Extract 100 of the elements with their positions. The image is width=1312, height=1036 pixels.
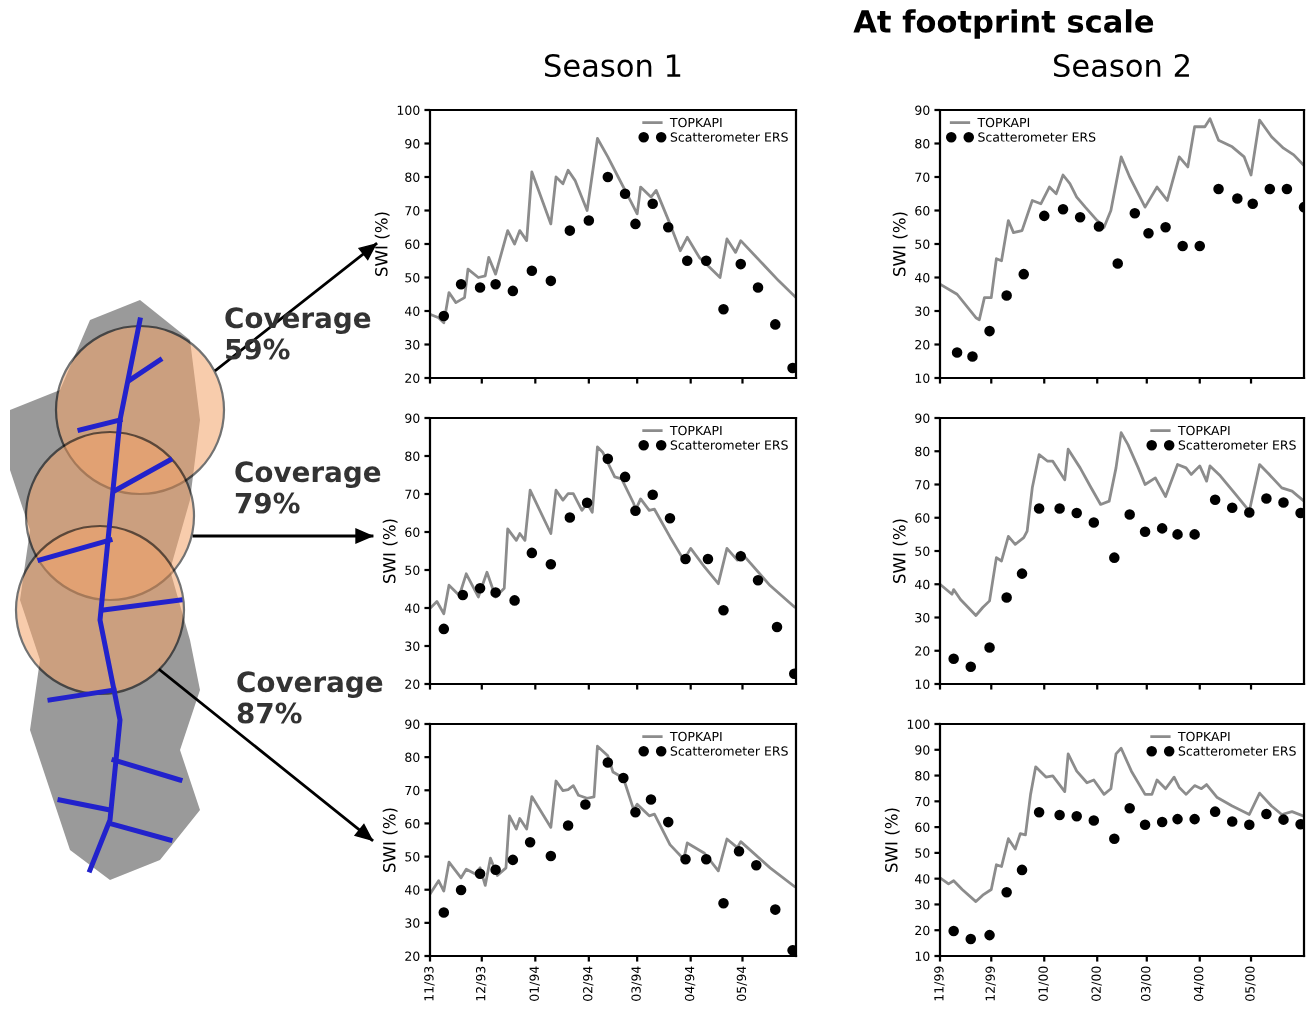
point: [490, 587, 501, 598]
point: [700, 853, 712, 865]
point: [1001, 592, 1012, 603]
point: [1209, 806, 1221, 817]
point: [526, 265, 538, 277]
point: [455, 278, 467, 290]
point: [1001, 290, 1012, 301]
point: [630, 806, 641, 818]
point: [700, 255, 712, 267]
point: [545, 850, 557, 862]
point: [1054, 809, 1065, 821]
point: [770, 904, 781, 915]
point: [1109, 552, 1120, 563]
point: [1278, 497, 1289, 508]
point: [718, 605, 729, 616]
point: [967, 351, 978, 362]
point: [948, 925, 959, 937]
point: [1156, 816, 1168, 828]
point: [474, 582, 486, 594]
point: [602, 453, 614, 464]
point: [564, 225, 576, 236]
point: [1232, 193, 1243, 204]
chart-title: Season 1: [544, 53, 681, 78]
chart-title: Season 2: [1053, 53, 1189, 78]
point: [771, 621, 783, 633]
point: [509, 595, 520, 606]
point: [645, 794, 657, 805]
point: [524, 837, 536, 848]
point: [1295, 507, 1304, 519]
point: [1281, 183, 1293, 195]
point: [457, 589, 469, 601]
point: [490, 864, 501, 876]
point: [1016, 864, 1028, 876]
point: [733, 845, 745, 857]
text: At footprint scale: [853, 9, 1154, 39]
point: [662, 816, 674, 828]
point: [1033, 806, 1045, 818]
point: [1016, 568, 1028, 579]
point: [1033, 503, 1045, 514]
point: [664, 513, 676, 524]
point: [564, 512, 576, 523]
point: [455, 884, 467, 896]
point: [1124, 803, 1135, 814]
point: [1189, 529, 1200, 540]
point: [630, 505, 641, 516]
point: [580, 799, 591, 810]
point: [965, 933, 977, 945]
point: [1189, 813, 1200, 825]
point: [770, 319, 781, 330]
point: [647, 489, 658, 501]
point: [602, 757, 614, 768]
point: [602, 171, 614, 183]
line-series: [940, 117, 1304, 322]
point: [680, 853, 691, 865]
point: [1038, 210, 1050, 222]
point: [545, 275, 557, 287]
point: [1139, 819, 1151, 831]
point: [438, 907, 450, 918]
point: [1139, 526, 1151, 537]
point: [1071, 811, 1082, 822]
point: [1071, 507, 1082, 519]
point: [752, 282, 764, 293]
point: [1143, 228, 1154, 239]
point: [474, 868, 486, 880]
point: [1172, 813, 1183, 825]
text: Coverage 79%: [235, 461, 381, 514]
point: [1295, 819, 1304, 830]
point: [618, 772, 629, 784]
point: [1054, 503, 1065, 514]
point: [948, 653, 959, 665]
point: [1124, 509, 1135, 520]
point: [718, 898, 729, 909]
point: [474, 282, 486, 293]
point: [1112, 258, 1124, 269]
point: [984, 642, 995, 653]
point: [1160, 221, 1171, 233]
y-axis-title: SWI (%): [382, 808, 398, 872]
point: [526, 547, 538, 559]
point: [1261, 493, 1272, 504]
point: [1018, 268, 1030, 280]
point: [1209, 494, 1221, 506]
point: [1278, 814, 1289, 825]
y-axis-title: SWI (%): [382, 519, 398, 583]
point: [751, 859, 762, 871]
point: [507, 854, 519, 866]
point: [1156, 523, 1168, 534]
point: [1172, 529, 1183, 540]
point: [984, 929, 995, 941]
point: [1226, 502, 1238, 514]
point: [951, 347, 963, 358]
point: [490, 278, 501, 290]
point: [545, 559, 557, 570]
point: [1247, 198, 1259, 210]
point: [1194, 240, 1206, 252]
point: [752, 574, 764, 586]
point: [1244, 507, 1255, 518]
point: [647, 198, 658, 210]
point: [1177, 240, 1188, 252]
point: [735, 258, 747, 270]
point: [787, 362, 796, 374]
